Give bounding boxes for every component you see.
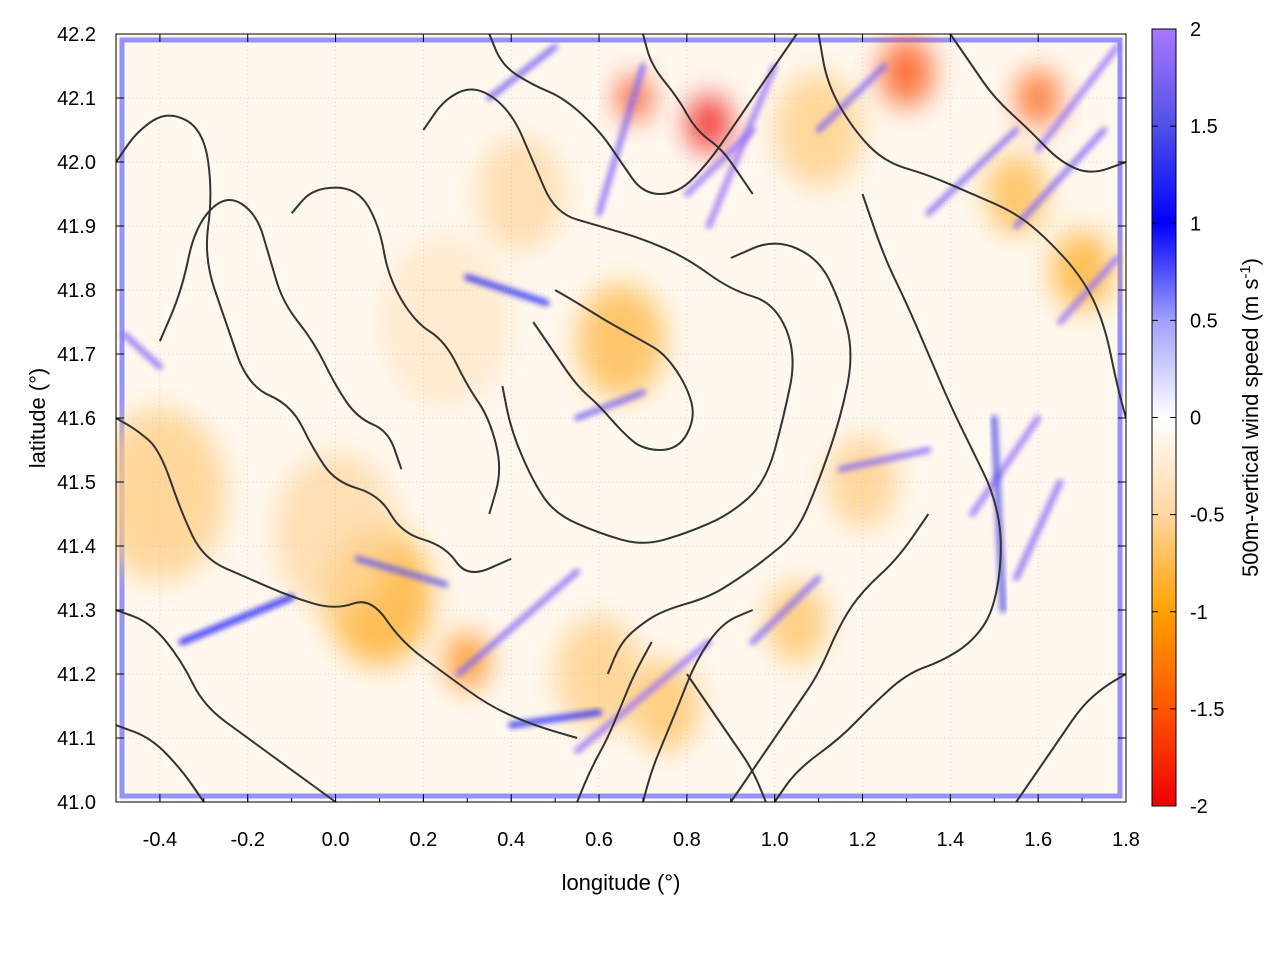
x-tick-label: 1.0	[761, 829, 789, 851]
contour-line	[642, 34, 754, 195]
contour-line	[116, 609, 337, 802]
y-tick-label: 41.0	[57, 792, 96, 814]
colorbar-tick-label: 2	[1190, 19, 1201, 41]
field-streak	[969, 415, 1042, 517]
colorbar-ticks: 2 1.5 1 0.5 0 -0.5 -1 -1.5 -2	[1152, 19, 1224, 818]
x-tick-label: -0.4	[143, 829, 177, 851]
y-tick-label: 41.3	[57, 600, 96, 622]
colorbar-tick-label: -0.5	[1190, 505, 1224, 527]
y-tick-label: 41.1	[57, 728, 96, 750]
y-tick-label: 42.2	[57, 24, 96, 46]
contour-line	[290, 186, 501, 515]
y-tick-label: 41.9	[57, 216, 96, 238]
y-tick-label: 41.5	[57, 472, 96, 494]
field-streak	[837, 447, 932, 473]
contour-line	[773, 193, 1002, 802]
contour-lines	[116, 34, 1126, 802]
contour-line	[642, 609, 754, 802]
x-tick-label: 0.8	[673, 829, 701, 851]
y-tick-label: 41.8	[57, 280, 96, 302]
colorbar: 2 1.5 1 0.5 0 -0.5 -1 -1.5 -2 500m-vertical wind…	[1151, 19, 1264, 818]
x-tick-label: 0.4	[497, 829, 525, 851]
field-streak	[354, 555, 449, 588]
field-blob	[985, 153, 1047, 235]
contour-line	[488, 34, 798, 196]
colorbar-tick-label: -2	[1190, 796, 1208, 818]
x-tick-label: 1.6	[1024, 829, 1052, 851]
field-streak	[749, 575, 822, 645]
field-blob	[686, 94, 731, 153]
contour-line	[817, 34, 1126, 419]
field-streak	[178, 594, 295, 645]
plot-area	[115, 33, 1127, 803]
contour-line	[532, 289, 694, 452]
x-tick-label: 0.6	[585, 829, 613, 851]
contour-line	[949, 34, 1126, 173]
field-blob	[880, 37, 933, 107]
colorbar-title-end: )	[1238, 258, 1263, 265]
y-axis: 41.0 41.1 41.2 41.3 41.4 41.5 41.6 41.7 41.8 41.9…	[57, 24, 1126, 814]
field-streak	[121, 331, 163, 370]
field-streak	[574, 639, 712, 754]
field-blob	[765, 582, 828, 664]
field-blob	[379, 235, 512, 409]
y-tick-label: 41.4	[57, 536, 96, 558]
x-tick-label: 0.2	[409, 829, 437, 851]
field-streak	[464, 274, 550, 306]
field-streak	[683, 127, 756, 197]
field-streak	[455, 568, 581, 677]
field-streak	[991, 415, 1007, 613]
contour-line	[116, 724, 205, 802]
contour-line	[606, 242, 852, 675]
contour-line	[422, 88, 794, 544]
colorbar-title-sup: -1	[1237, 265, 1254, 278]
field-streak	[596, 63, 646, 217]
field-blob	[577, 283, 665, 399]
field-blob	[629, 659, 701, 753]
contour-line	[729, 513, 930, 802]
x-axis: -0.4 -0.2 0.0 0.2 0.4 0.6 0.8 1.0 1.2 1.4 1.6 1.8	[115, 34, 1140, 851]
field-blob	[476, 136, 564, 252]
contour-line	[116, 114, 512, 573]
field-streak	[1013, 127, 1108, 229]
contour-line	[116, 417, 578, 739]
x-tick-label: 1.8	[1112, 829, 1140, 851]
x-tick-label: 0.0	[322, 829, 350, 851]
field-blob	[274, 452, 398, 614]
field-streak	[486, 43, 559, 101]
contour-line	[576, 641, 653, 802]
y-tick-label: 41.6	[57, 408, 96, 430]
colorbar-tick-label: -1.5	[1190, 699, 1224, 721]
field-blob	[116, 408, 226, 582]
y-tick-label: 42.0	[57, 152, 96, 174]
colorbar-title: 500m-vertical wind speed (m s-1)	[1237, 258, 1264, 577]
contour-line	[1015, 673, 1126, 802]
field-blob	[445, 632, 490, 690]
colorbar-tick-label: -1	[1190, 602, 1208, 624]
x-tick-label: 1.4	[936, 829, 964, 851]
contour-line	[158, 199, 403, 470]
field-blob	[1051, 230, 1113, 312]
y-tick-label: 42.1	[57, 88, 96, 110]
field-streak	[705, 63, 778, 229]
colorbar-tick-label: 1	[1190, 213, 1201, 235]
x-axis-title: longitude (°)	[562, 870, 681, 895]
colorbar-tick-label: 0.5	[1190, 310, 1218, 332]
colorbar-title-main: 500m-vertical wind speed (m s	[1238, 279, 1263, 577]
field-streak	[815, 63, 888, 133]
y-axis-title: latitude (°)	[25, 368, 50, 469]
colorbar-tick-label: 0	[1190, 408, 1201, 430]
field-streak	[1035, 43, 1121, 153]
field-streak	[925, 127, 1020, 217]
colorbar-tick-label: 1.5	[1190, 116, 1218, 138]
field-streak	[508, 709, 603, 729]
y-tick-label: 41.7	[57, 344, 96, 366]
x-tick-label: 1.2	[849, 829, 877, 851]
field-streak	[574, 389, 646, 421]
x-tick-label: -0.2	[231, 829, 265, 851]
y-tick-label: 41.2	[57, 664, 96, 686]
contour-line	[686, 673, 767, 802]
